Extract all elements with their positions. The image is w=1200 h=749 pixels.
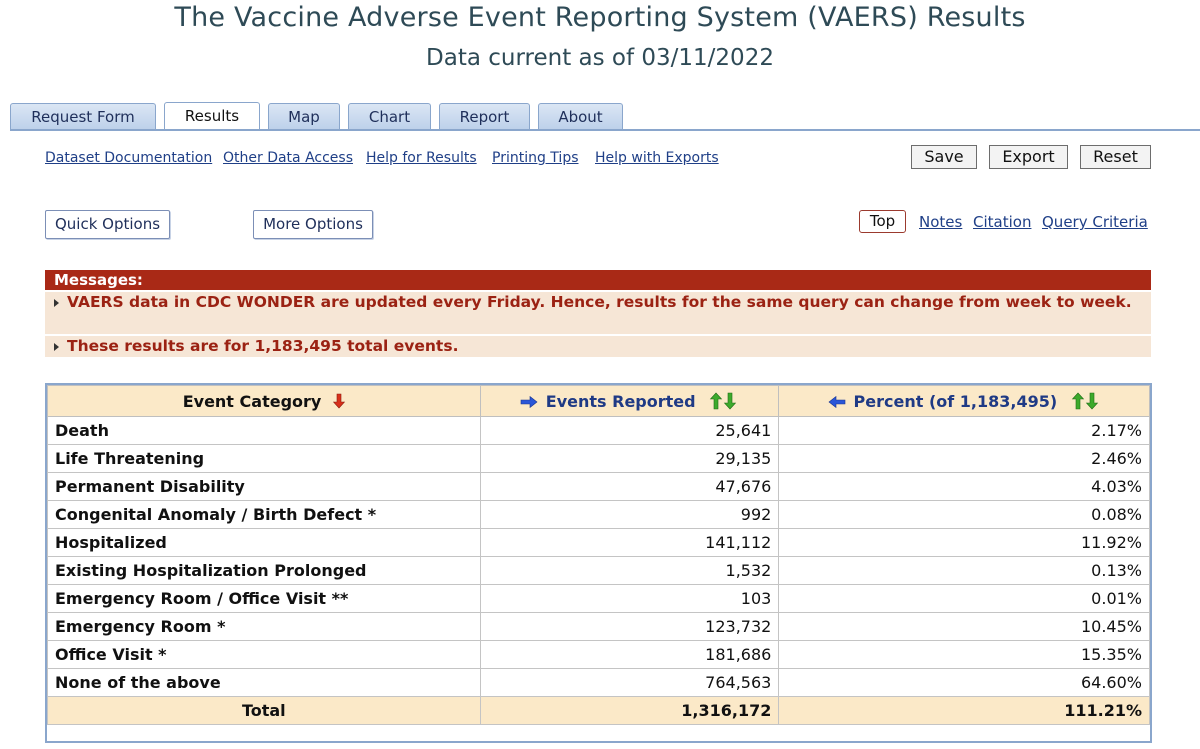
message-item: These results are for 1,183,495 total ev… <box>45 336 1151 357</box>
tab-request-form[interactable]: Request Form <box>10 103 156 130</box>
table-row: None of the above 764,563 64.60% <box>47 668 1150 697</box>
citation-link[interactable]: Citation <box>973 213 1032 231</box>
message-text: These results are for 1,183,495 total ev… <box>67 337 459 355</box>
notes-link[interactable]: Notes <box>919 213 963 231</box>
help-with-exports-link[interactable]: Help with Exports <box>595 150 719 166</box>
tab-map[interactable]: Map <box>268 103 340 130</box>
percent-cell: 0.01% <box>778 584 1150 613</box>
quick-options-button[interactable]: Quick Options <box>45 210 170 239</box>
results-panel <box>10 129 1200 749</box>
total-row: Total 1,316,172 111.21% <box>47 696 1150 725</box>
percent-cell: 0.13% <box>778 556 1150 585</box>
category-cell: Emergency Room * <box>47 612 481 641</box>
sort-up-down-icon[interactable] <box>709 392 739 410</box>
table-row: Permanent Disability 47,676 4.03% <box>47 472 1150 501</box>
percent-cell: 64.60% <box>778 668 1150 697</box>
percent-cell: 15.35% <box>778 640 1150 669</box>
percent-cell: 11.92% <box>778 528 1150 557</box>
events-cell: 181,686 <box>479 640 780 669</box>
category-cell: Emergency Room / Office Visit ** <box>47 584 481 613</box>
category-cell: Existing Hospitalization Prolonged <box>47 556 481 585</box>
sort-down-icon[interactable] <box>332 393 345 409</box>
arrow-left-icon <box>828 395 845 408</box>
tab-report[interactable]: Report <box>439 103 530 130</box>
header-label: Events Reported <box>545 391 696 411</box>
sort-up-down-icon[interactable] <box>1071 392 1101 410</box>
percent-cell: 10.45% <box>778 612 1150 641</box>
events-cell: 992 <box>479 500 780 529</box>
table-row: Death 25,641 2.17% <box>47 416 1150 445</box>
total-events-cell: 1,316,172 <box>479 696 780 725</box>
category-cell: Office Visit * <box>47 640 481 669</box>
results-table: Event Category Events Reported Percent (… <box>47 385 1150 725</box>
table-row: Life Threatening 29,135 2.46% <box>47 444 1150 473</box>
category-cell: Death <box>47 416 481 445</box>
table-row: Existing Hospitalization Prolonged 1,532 0… <box>47 556 1150 585</box>
dataset-documentation-link[interactable]: Dataset Documentation <box>45 150 213 166</box>
category-cell: None of the above <box>47 668 481 697</box>
export-button[interactable]: Export <box>989 145 1068 169</box>
category-cell: Life Threatening <box>47 444 481 473</box>
events-reported-header[interactable]: Events Reported <box>479 385 780 417</box>
table-row: Emergency Room * 123,732 10.45% <box>47 612 1150 641</box>
event-category-header[interactable]: Event Category <box>47 385 481 417</box>
help-for-results-link[interactable]: Help for Results <box>366 150 477 166</box>
results-table-container: Event Category Events Reported Percent (… <box>45 383 1152 743</box>
events-cell: 29,135 <box>479 444 780 473</box>
table-row: Hospitalized 141,112 11.92% <box>47 528 1150 557</box>
header-label: Percent (of 1,183,495) <box>853 391 1058 411</box>
messages-heading: Messages: <box>45 270 1151 290</box>
printing-tips-link[interactable]: Printing Tips <box>492 150 579 166</box>
category-cell: Permanent Disability <box>47 472 481 501</box>
tab-about[interactable]: About <box>538 103 623 130</box>
total-label-cell: Total <box>47 696 481 725</box>
tab-chart[interactable]: Chart <box>348 103 431 130</box>
category-cell: Hospitalized <box>47 528 481 557</box>
events-cell: 764,563 <box>479 668 780 697</box>
percent-header[interactable]: Percent (of 1,183,495) <box>778 385 1150 417</box>
total-percent-cell: 111.21% <box>778 696 1150 725</box>
events-cell: 1,532 <box>479 556 780 585</box>
arrow-right-icon <box>520 395 538 408</box>
reset-button[interactable]: Reset <box>1080 145 1151 169</box>
more-options-button[interactable]: More Options <box>253 210 373 239</box>
page-title: The Vaccine Adverse Event Reporting Syst… <box>174 2 1026 33</box>
events-cell: 123,732 <box>479 612 780 641</box>
events-cell: 47,676 <box>479 472 780 501</box>
table-row: Office Visit * 181,686 15.35% <box>47 640 1150 669</box>
percent-cell: 2.17% <box>778 416 1150 445</box>
percent-cell: 0.08% <box>778 500 1150 529</box>
percent-cell: 4.03% <box>778 472 1150 501</box>
message-item: VAERS data in CDC WONDER are updated eve… <box>45 292 1151 334</box>
events-cell: 141,112 <box>479 528 780 557</box>
category-cell: Congenital Anomaly / Birth Defect * <box>47 500 481 529</box>
top-button[interactable]: Top <box>859 210 906 233</box>
triangle-right-icon <box>54 342 59 351</box>
page-subtitle: Data current as of 03/11/2022 <box>426 45 774 71</box>
table-row: Emergency Room / Office Visit ** 103 0.01% <box>47 584 1150 613</box>
header-label: Event Category <box>182 391 322 411</box>
table-row: Congenital Anomaly / Birth Defect * 992 0.… <box>47 500 1150 529</box>
save-button[interactable]: Save <box>911 145 977 169</box>
tab-results[interactable]: Results <box>164 102 260 131</box>
events-cell: 25,641 <box>479 416 780 445</box>
query-criteria-link[interactable]: Query Criteria <box>1042 213 1148 231</box>
percent-cell: 2.46% <box>778 444 1150 473</box>
other-data-access-link[interactable]: Other Data Access <box>223 150 354 166</box>
message-text: VAERS data in CDC WONDER are updated eve… <box>67 293 1132 311</box>
table-header-row: Event Category Events Reported Percent (… <box>47 385 1150 417</box>
events-cell: 103 <box>479 584 780 613</box>
triangle-right-icon <box>54 298 59 307</box>
